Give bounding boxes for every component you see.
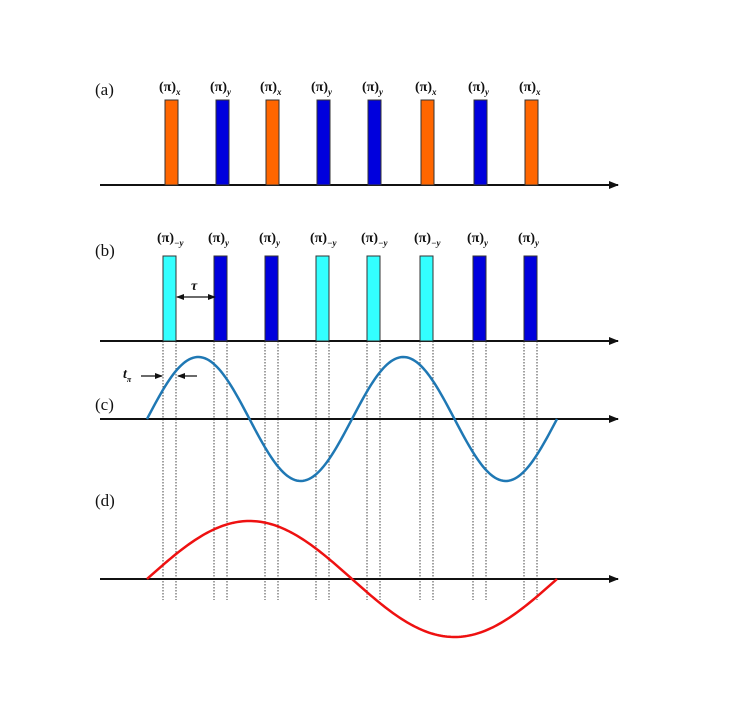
seq-b-pulse-label-5: (π)−y [361,231,388,248]
seq-b-pulse-label-6: (π)−y [414,231,441,248]
seq-a-pulse-label-4: (π)y [311,80,333,97]
seq-a-pulse-1 [164,99,179,186]
seq-a-pulse-7 [473,99,488,186]
seq-a-pulse-label-1: (π)x [159,80,181,97]
seq-a-pulse-6 [420,99,435,186]
panel-label-a: (a) [95,80,114,99]
t-pi-label: tπ [123,367,132,384]
pulse-sequence-a: (π)x (π)y (π)x (π)y (π)y (π)x (π)y (π)x [159,80,541,186]
seq-a-pulse-2 [215,99,230,186]
seq-a-pulse-label-5: (π)y [362,80,384,97]
seq-b-pulse-label-1: (π)−y [157,231,184,248]
seq-a-pulse-4 [316,99,331,186]
seq-a-pulse-label-2: (π)y [210,80,232,97]
modulation-curve-d [146,519,558,639]
seq-b-pulse-label-8: (π)y [518,231,540,248]
seq-a-pulse-label-6: (π)x [415,80,437,97]
seq-b-pulse-2 [213,255,228,342]
tau-label: τ [191,279,198,294]
seq-b-pulse-3 [264,255,279,342]
panel-label-d: (d) [95,491,115,510]
seq-a-pulse-3 [265,99,280,186]
seq-b-pulse-7 [472,255,487,342]
seq-b-pulse-label-4: (π)−y [310,231,337,248]
seq-b-pulse-label-3: (π)y [259,231,281,248]
seq-a-pulse-label-7: (π)y [468,80,490,97]
seq-a-pulse-5 [367,99,382,186]
seq-b-pulse-5 [366,255,381,342]
pulse-sequence-b: (π)−y (π)y (π)y (π)−y (π)−y (π)−y (π)y (π)y [157,231,540,342]
seq-b-pulse-8 [523,255,538,342]
seq-b-pulse-label-7: (π)y [467,231,489,248]
seq-b-pulse-label-2: (π)y [208,231,230,248]
modulation-curve-c [145,355,559,483]
guide-lines [162,341,538,600]
seq-a-pulse-8 [524,99,539,186]
seq-a-pulse-label-3: (π)x [260,80,282,97]
panel-label-b: (b) [95,241,115,260]
seq-b-pulse-1 [162,255,177,342]
seq-b-pulse-4 [315,255,330,342]
panel-label-c: (c) [95,395,114,414]
seq-a-pulse-label-8: (π)x [519,80,541,97]
seq-b-pulse-6 [419,255,434,342]
